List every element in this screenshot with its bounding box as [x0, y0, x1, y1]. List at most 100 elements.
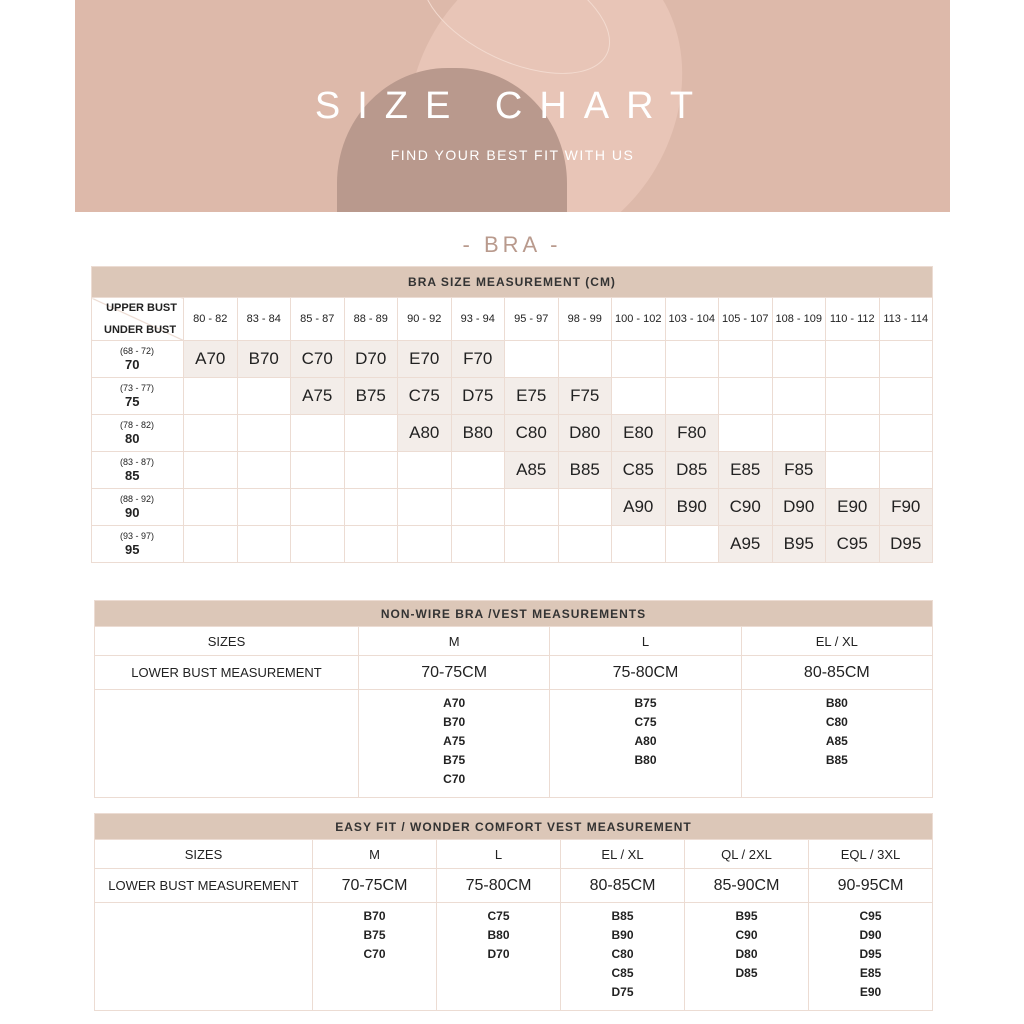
size-cell: [504, 340, 559, 378]
size-cell: D95: [878, 525, 933, 563]
measurement-value: 80-85CM: [560, 868, 685, 903]
bra-size: A85: [825, 734, 848, 748]
size-cell: D90: [771, 488, 826, 526]
size-cell: A90: [611, 488, 666, 526]
size-cell: A80: [397, 414, 452, 452]
size-label: L: [549, 626, 742, 656]
bra-size: D85: [735, 966, 758, 980]
size-cell: [664, 525, 719, 563]
bra-size-list: C75 B80 D70: [436, 902, 561, 1011]
sizes-label: SIZES: [94, 626, 359, 656]
bra-size: D80: [735, 947, 758, 961]
size-cell: [504, 525, 559, 563]
size-label: QL / 2XL: [684, 839, 809, 869]
size-cell: [290, 525, 345, 563]
size-label: EL / XL: [740, 626, 934, 656]
size-cell: [236, 377, 291, 415]
size-cell: A70: [183, 340, 238, 378]
size-cell: A95: [718, 525, 773, 563]
under-bust-cell: (83 - 87) 85: [91, 451, 184, 489]
bra-size: E85: [859, 966, 882, 980]
size-cell: [771, 340, 826, 378]
upper-bust-range: 103 - 104: [664, 297, 719, 341]
upper-bust-label: UPPER BUST: [106, 302, 177, 314]
size-cell: [878, 451, 933, 489]
bra-size: B75: [363, 928, 386, 942]
size-cell: [236, 525, 291, 563]
size-cell: C75: [397, 377, 452, 415]
size-cell: [236, 451, 291, 489]
bra-size-list: A70 B70 A75 B75 C70: [357, 689, 551, 798]
under-bust-range: (78 - 82): [120, 420, 155, 430]
under-bust-range: (88 - 92): [120, 494, 155, 504]
size-cell: [397, 451, 452, 489]
bra-size: B90: [611, 928, 634, 942]
size-cell: [504, 488, 559, 526]
measurement-label: LOWER BUST MEASUREMENT: [94, 868, 313, 903]
size-cell: [611, 377, 666, 415]
size-cell: [664, 377, 719, 415]
size-cell: [397, 525, 452, 563]
under-bust-cell: (88 - 92) 90: [91, 488, 184, 526]
size-cell: F75: [557, 377, 612, 415]
size-cell: [664, 340, 719, 378]
size-cell: E90: [825, 488, 880, 526]
upper-bust-range: 100 - 102: [611, 297, 666, 341]
easyfit-table: EASY FIT / WONDER COMFORT VEST MEASUREME…: [94, 813, 933, 1011]
size-label: EL / XL: [560, 839, 685, 869]
bra-size-list: B95 C90 D80 D85: [684, 902, 809, 1011]
size-cell: [825, 414, 880, 452]
size-cell: D80: [557, 414, 612, 452]
size-cell: [343, 414, 398, 452]
header-row: UPPER BUST UNDER BUST 80 - 82 83 - 84 85 - 8…: [91, 297, 933, 341]
size-cell: [611, 340, 666, 378]
table-title: EASY FIT / WONDER COMFORT VEST MEASUREME…: [94, 813, 933, 840]
size-cell: B70: [236, 340, 291, 378]
upper-bust-range: 110 - 112: [825, 297, 880, 341]
bra-size: B95: [735, 909, 758, 923]
size-label: M: [357, 626, 551, 656]
bra-size: C75: [634, 715, 657, 729]
under-bust-range: (93 - 97): [120, 531, 155, 541]
size-cell: [878, 377, 933, 415]
size-chart-banner: SIZE CHART FIND YOUR BEST FIT WITH US: [75, 0, 950, 212]
size-label: M: [312, 839, 437, 869]
size-cell: [343, 525, 398, 563]
under-bust-cell: (68 - 72) 70: [91, 340, 184, 378]
size-cell: C85: [611, 451, 666, 489]
section-title: - BRA -: [462, 232, 562, 257]
size-cell: F90: [878, 488, 933, 526]
size-cell: C90: [718, 488, 773, 526]
under-bust-value: 75: [125, 394, 140, 409]
measurement-value: 90-95CM: [808, 868, 933, 903]
table-row: (68 - 72) 70 A70 B70 C70 D70 E70 F70: [91, 340, 933, 378]
size-cell: A75: [290, 377, 345, 415]
upper-bust-range: 105 - 107: [718, 297, 773, 341]
size-cell: [183, 414, 238, 452]
sizes-label: SIZES: [94, 839, 313, 869]
under-bust-range: (73 - 77): [120, 383, 155, 393]
size-cell: B90: [664, 488, 719, 526]
bra-size: C90: [735, 928, 758, 942]
table-row: (73 - 77) 75 A75 B75 C75 D75 E75 F75: [91, 377, 933, 415]
size-cell: C70: [290, 340, 345, 378]
bra-size: B70: [443, 715, 466, 729]
bra-size: D70: [487, 947, 510, 961]
bra-size: D75: [611, 985, 634, 999]
size-cell: [183, 488, 238, 526]
bra-size: C95: [859, 909, 882, 923]
empty-cell: [94, 689, 359, 798]
under-bust-cell: (73 - 77) 75: [91, 377, 184, 415]
bra-size: B75: [634, 696, 657, 710]
size-cell: [183, 525, 238, 563]
size-cell: [397, 488, 452, 526]
upper-bust-range: 113 - 114: [878, 297, 933, 341]
size-cell: [343, 451, 398, 489]
size-cell: F80: [664, 414, 719, 452]
size-cell: [290, 414, 345, 452]
measurement-value: 80-85CM: [740, 655, 934, 690]
bra-size: C80: [825, 715, 848, 729]
bra-size: C70: [443, 772, 466, 786]
banner-subtitle: FIND YOUR BEST FIT WITH US: [390, 147, 635, 163]
size-cell: [718, 377, 773, 415]
